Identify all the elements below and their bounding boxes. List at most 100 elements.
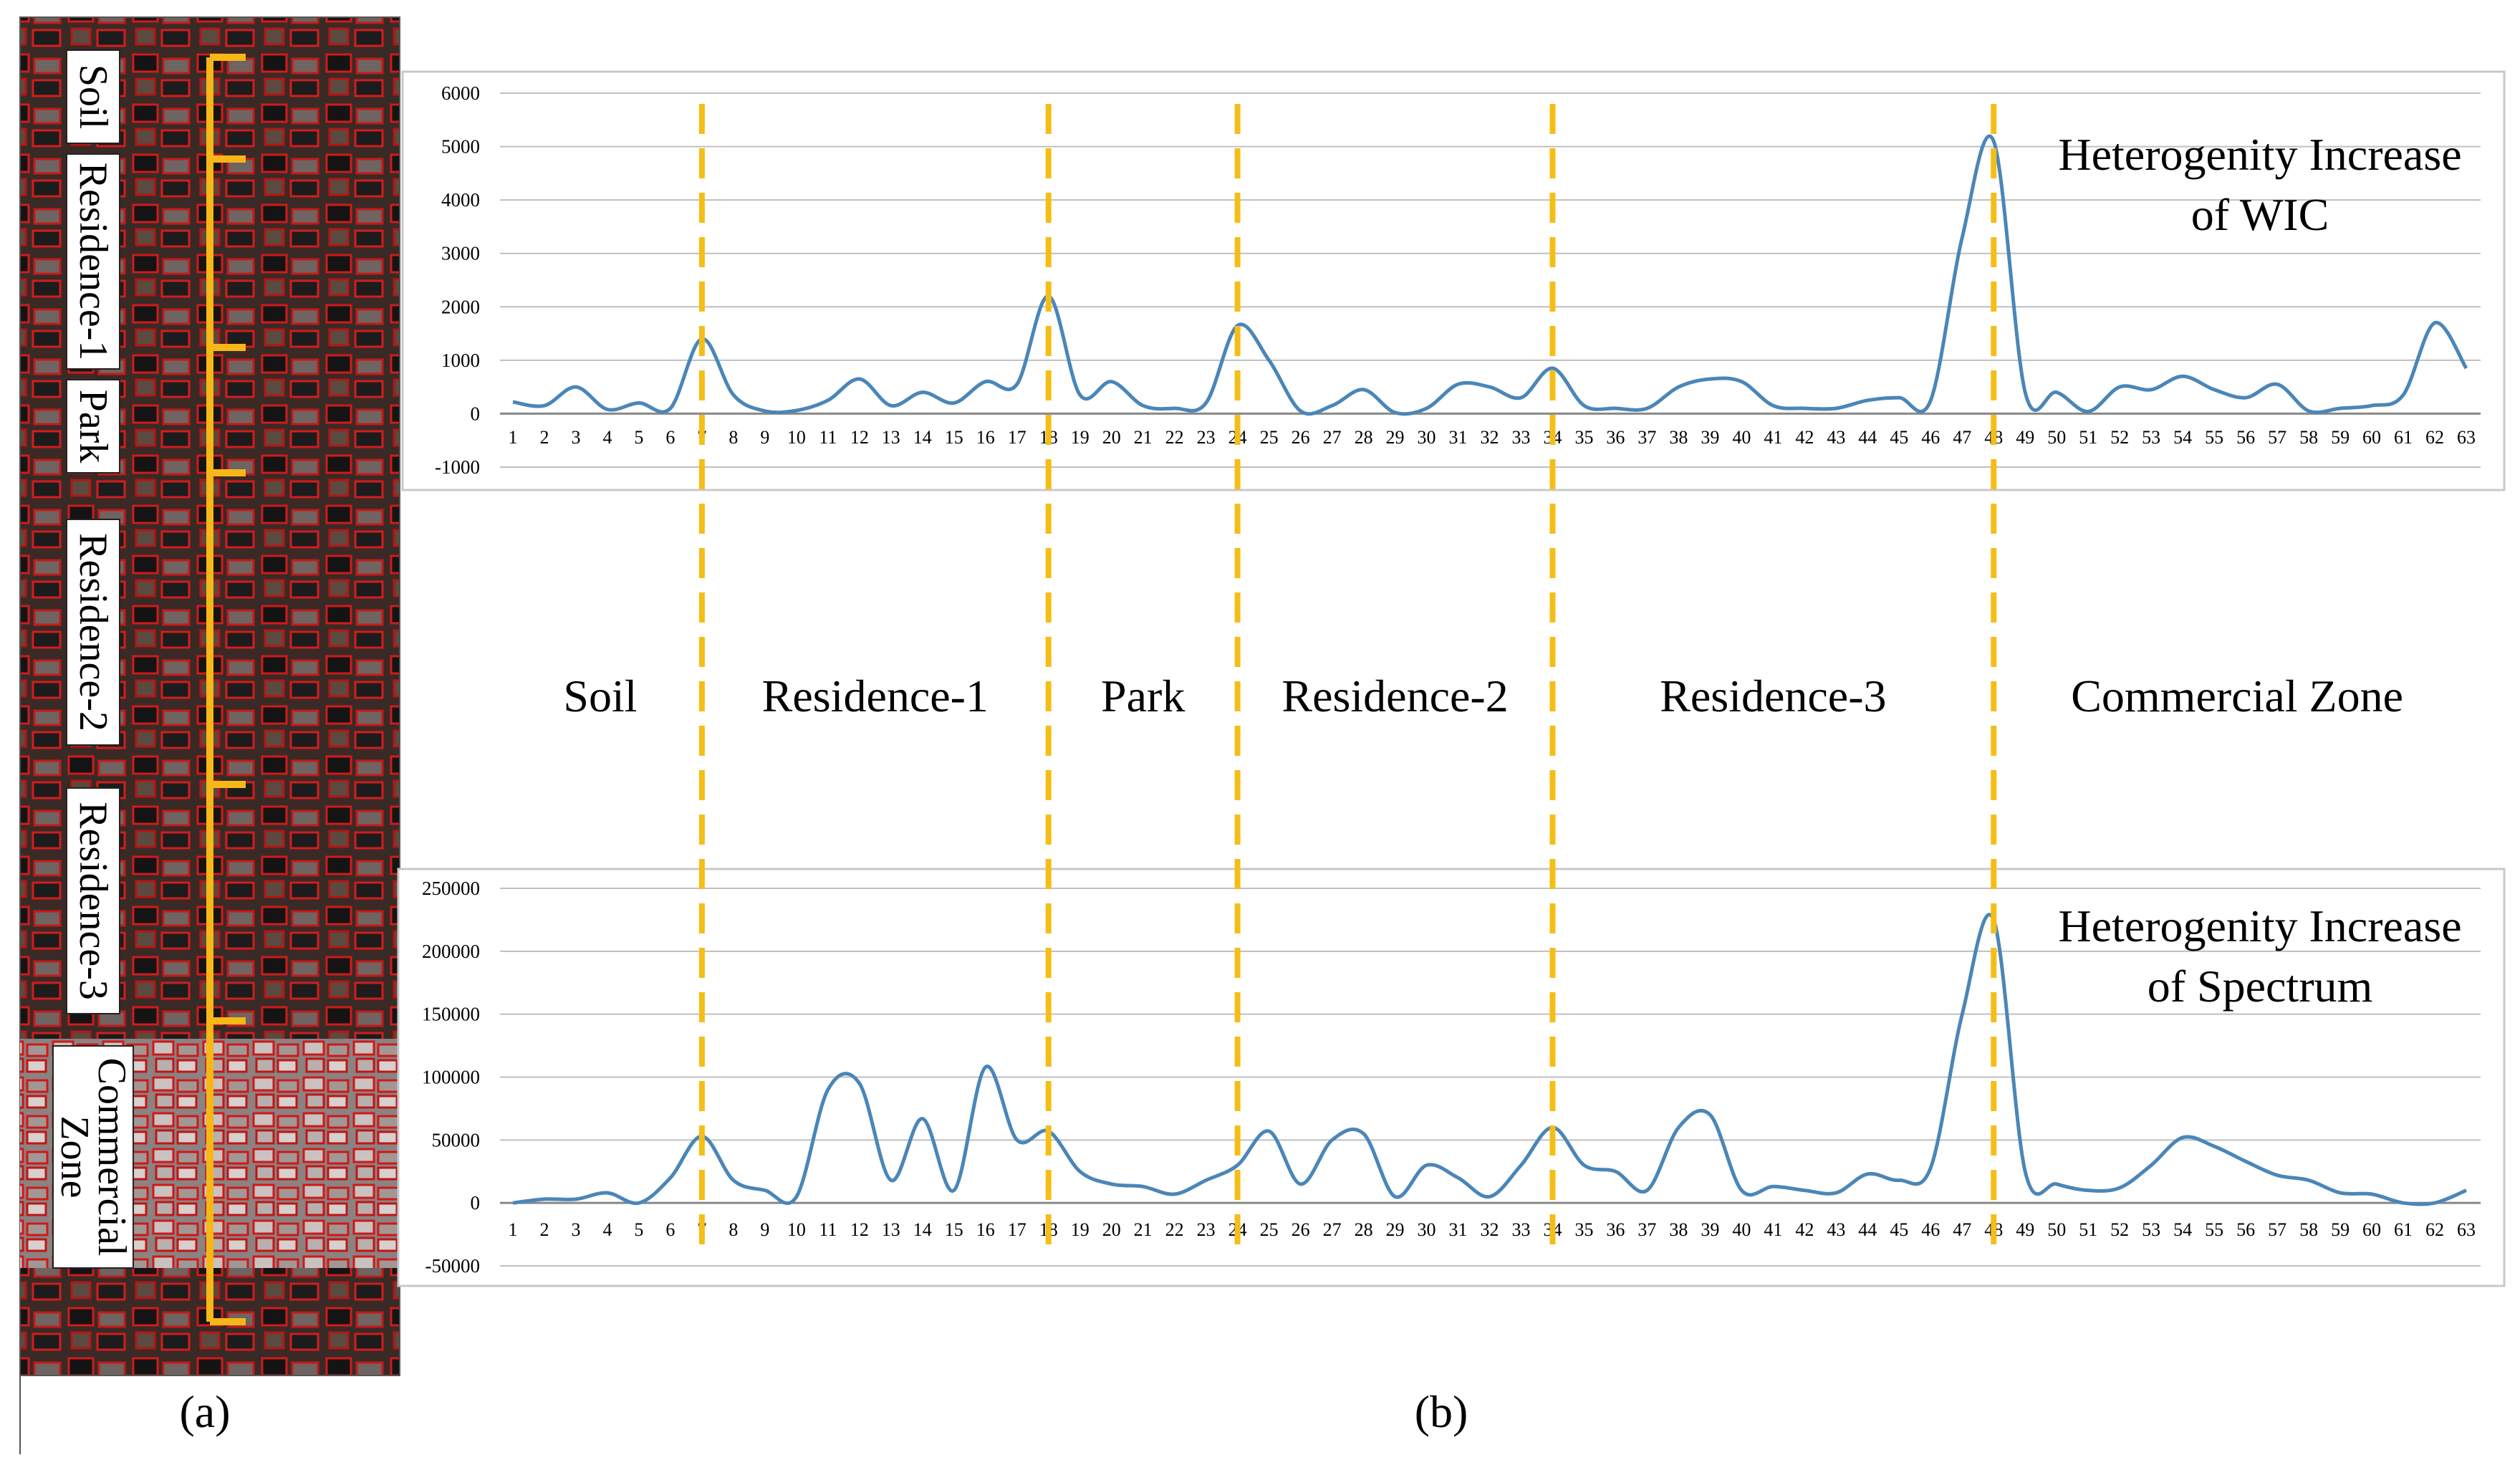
x-tick-label: 41 <box>1764 427 1782 448</box>
x-tick-label: 2 <box>539 1219 549 1240</box>
y-tick-label: 5000 <box>441 136 480 158</box>
x-tick-label: 43 <box>1827 427 1845 448</box>
panel-label-b: (b) <box>1415 1386 1468 1437</box>
zone-name: Soil <box>563 671 637 721</box>
x-tick-label: 17 <box>1008 1219 1026 1240</box>
x-tick-label: 28 <box>1355 1219 1373 1240</box>
x-tick-label: 56 <box>2236 1219 2255 1240</box>
x-tick-label: 38 <box>1669 1219 1688 1240</box>
y-tick-label: -50000 <box>425 1255 481 1277</box>
y-tick-label: 4000 <box>441 189 480 211</box>
x-tick-label: 4 <box>602 427 612 448</box>
x-tick-label: 31 <box>1449 1219 1468 1240</box>
zone-label-line: Park <box>71 390 115 464</box>
zone-bracket <box>206 54 246 1325</box>
x-tick-label: 22 <box>1165 427 1184 448</box>
y-tick-label: 100000 <box>422 1067 480 1088</box>
x-tick-label: 59 <box>2331 1219 2350 1240</box>
x-tick-label: 1 <box>509 1219 518 1240</box>
x-tick-label: 55 <box>2205 427 2223 448</box>
x-tick-label: 54 <box>2173 427 2192 448</box>
x-tick-label: 8 <box>728 427 738 448</box>
x-tick-label: 47 <box>1953 1219 1971 1240</box>
x-tick-label: 21 <box>1134 1219 1153 1240</box>
x-tick-label: 50 <box>2047 427 2066 448</box>
x-tick-label: 1 <box>509 427 518 448</box>
x-tick-label: 52 <box>2110 427 2129 448</box>
x-tick-label: 3 <box>571 1219 580 1240</box>
x-tick-label: 57 <box>2268 427 2286 448</box>
y-tick-label: -1000 <box>435 456 480 478</box>
x-tick-label: 46 <box>1921 1219 1940 1240</box>
zone-label-box <box>66 787 120 1014</box>
x-tick-label: 12 <box>850 1219 869 1240</box>
x-tick-label: 46 <box>1921 427 1940 448</box>
zone-label-box <box>66 379 120 474</box>
x-tick-label: 20 <box>1102 1219 1121 1240</box>
zone-names: Soil Residence-1 Park Residence-2 Residence-… <box>563 671 2403 721</box>
x-tick-label: 42 <box>1795 1219 1814 1240</box>
x-tick-label: 23 <box>1197 1219 1216 1240</box>
zone-name: Residence-1 <box>762 671 989 721</box>
zone-label-line: Residence-1 <box>71 163 115 361</box>
x-tick-label: 33 <box>1511 1219 1530 1240</box>
x-tick-label: 41 <box>1764 1219 1782 1240</box>
x-tick-label: 40 <box>1732 1219 1751 1240</box>
wic-chart: 6000500040003000200010000-10001234567891… <box>401 70 2506 491</box>
x-tick-label: 5 <box>634 1219 643 1240</box>
zone-label-box <box>66 153 120 370</box>
y-tick-label: 0 <box>471 403 481 424</box>
x-tick-label: 26 <box>1292 1219 1310 1240</box>
x-tick-label: 4 <box>602 1219 612 1240</box>
zone-dividers <box>698 104 1997 1255</box>
x-tick-label: 17 <box>1008 427 1026 448</box>
x-tick-label: 30 <box>1418 1219 1436 1240</box>
zone-label: Residence-3 <box>71 802 115 1000</box>
x-tick-label: 13 <box>882 1219 900 1240</box>
x-tick-label: 51 <box>2079 427 2097 448</box>
x-tick-label: 12 <box>850 427 869 448</box>
series-line <box>512 134 2468 416</box>
x-tick-label: 45 <box>1890 1219 1908 1240</box>
x-tick-label: 5 <box>634 427 643 448</box>
x-tick-label: 49 <box>2016 1219 2034 1240</box>
x-tick-label: 19 <box>1071 427 1090 448</box>
x-tick-label: 14 <box>913 1219 932 1240</box>
x-tick-label: 28 <box>1355 427 1373 448</box>
x-tick-label: 55 <box>2205 1219 2223 1240</box>
x-tick-label: 31 <box>1449 427 1468 448</box>
x-tick-label: 14 <box>913 427 932 448</box>
x-tick-label: 40 <box>1732 427 1751 448</box>
zone-label: Residence-2 <box>71 533 115 731</box>
x-tick-label: 44 <box>1858 1219 1877 1240</box>
x-tick-label: 36 <box>1606 427 1625 448</box>
x-tick-label: 38 <box>1669 427 1688 448</box>
y-tick-label: 50000 <box>432 1129 481 1151</box>
x-tick-label: 29 <box>1386 427 1405 448</box>
x-tick-label: 10 <box>787 427 806 448</box>
x-tick-label: 11 <box>819 1219 837 1240</box>
y-tick-label: 250000 <box>422 878 480 899</box>
x-tick-label: 3 <box>571 427 580 448</box>
x-tick-label: 2 <box>539 427 549 448</box>
x-tick-label: 58 <box>2299 1219 2318 1240</box>
x-tick-label: 11 <box>819 427 837 448</box>
x-tick-label: 27 <box>1323 427 1342 448</box>
x-tick-label: 20 <box>1102 427 1121 448</box>
chart-title-line: Heterogenity Increase <box>2058 901 2461 951</box>
x-tick-label: 62 <box>2425 1219 2444 1240</box>
image-zone-labels: Soil Residence-1 Park Residence-2 Residence-… <box>52 49 134 1269</box>
x-tick-label: 33 <box>1511 427 1530 448</box>
zone-label: Soil <box>71 64 115 129</box>
zone-label-line: Residence-2 <box>71 533 115 731</box>
x-tick-label: 22 <box>1165 1219 1184 1240</box>
zone-label: Park <box>71 390 115 464</box>
x-tick-label: 42 <box>1795 427 1814 448</box>
panel-label-a: (a) <box>179 1386 230 1437</box>
x-tick-label: 37 <box>1637 427 1656 448</box>
y-tick-label: 2000 <box>441 296 480 317</box>
zone-name: Commercial Zone <box>2071 671 2403 721</box>
x-tick-label: 60 <box>2362 427 2381 448</box>
